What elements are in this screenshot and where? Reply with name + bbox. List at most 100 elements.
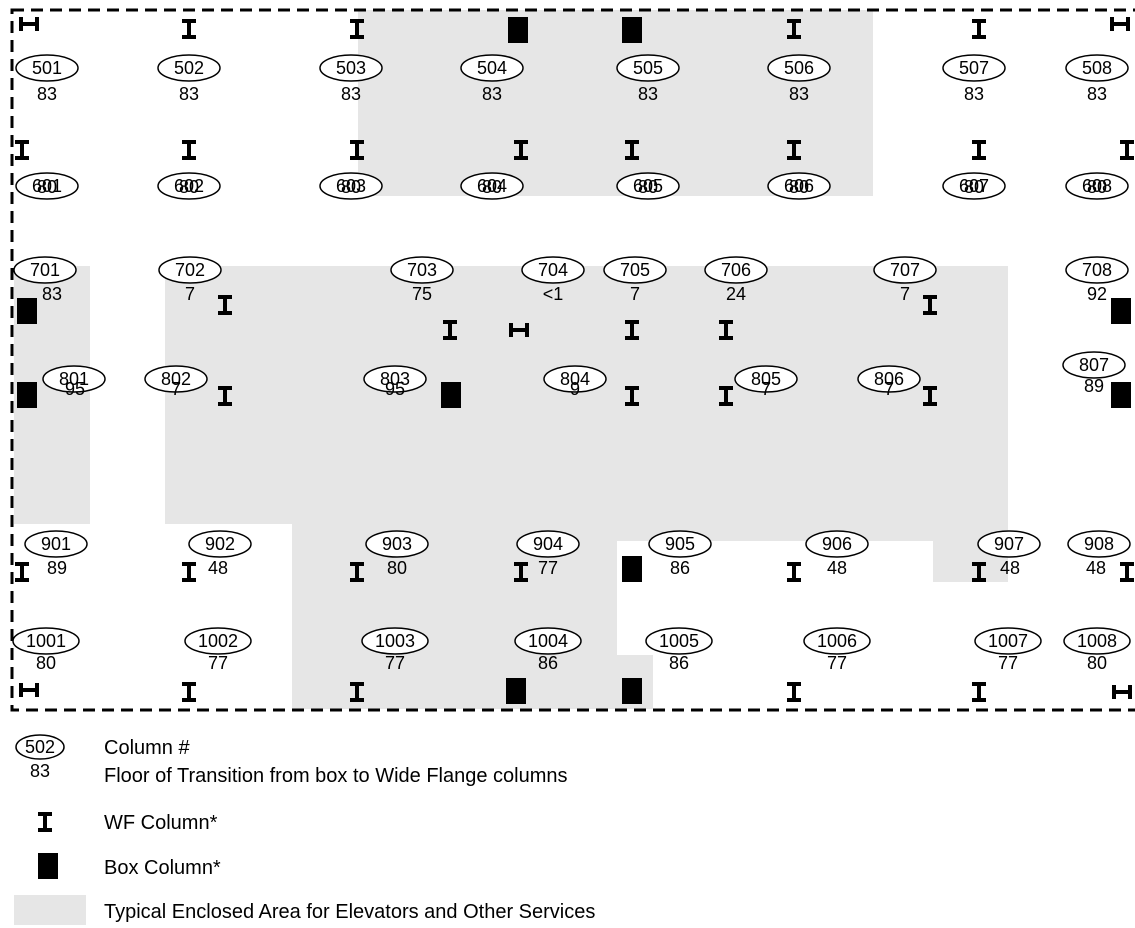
column-number-ellipse	[942, 54, 1006, 82]
column-number-ellipse	[361, 627, 429, 655]
transition-floor: 80	[387, 558, 407, 578]
box-column-icon	[622, 678, 642, 704]
column-number: 906	[822, 534, 852, 554]
column-number-ellipse	[365, 530, 429, 558]
column-number-ellipse	[616, 172, 680, 200]
transition-floor: 48	[1000, 558, 1020, 578]
enclosed-area-core	[165, 266, 1008, 709]
column-number-ellipse	[543, 365, 607, 393]
column-number: 806	[874, 369, 904, 389]
column-number: 507	[959, 58, 989, 78]
column-number-ellipse	[158, 256, 222, 284]
transition-floor: 86	[669, 653, 689, 673]
wf-column-icon	[972, 140, 986, 160]
column-number: 703	[407, 260, 437, 280]
wf-column-rotated-icon	[19, 683, 39, 697]
column-number-ellipse	[42, 365, 106, 393]
column-number-ellipse	[942, 172, 1006, 200]
column-number-ellipse	[514, 627, 582, 655]
column-number-ellipse	[974, 627, 1042, 655]
box-column-icon	[622, 556, 642, 582]
column-number: 908	[1084, 534, 1114, 554]
transition-floor: 83	[1087, 84, 1107, 104]
wf-column-icon	[787, 682, 801, 702]
transition-floor: 7	[185, 284, 195, 304]
column-number: 907	[994, 534, 1024, 554]
column-number-ellipse	[363, 365, 427, 393]
column-number-ellipse	[15, 54, 79, 82]
column-number: 802	[161, 369, 191, 389]
transition-floor: 83	[341, 84, 361, 104]
column-symbols	[15, 17, 1134, 704]
column-number-ellipse	[645, 627, 713, 655]
transition-floor: <1	[543, 284, 564, 304]
column-number: 508	[1082, 58, 1112, 78]
column-number: 701	[30, 260, 60, 280]
transition-floor: 89	[47, 558, 67, 578]
column-number: 704	[538, 260, 568, 280]
box-column-icon	[1111, 298, 1131, 324]
transition-floor: 7	[171, 379, 181, 399]
transition-floor: 80	[638, 177, 658, 197]
transition-floor: 83	[179, 84, 199, 104]
column-number-ellipse	[184, 627, 252, 655]
column-number-ellipse	[157, 54, 221, 82]
column-number-ellipse	[13, 256, 77, 284]
column-number-ellipse	[521, 256, 585, 284]
column-number: 505	[633, 58, 663, 78]
column-number: 606	[784, 176, 814, 196]
column-number-ellipse	[648, 530, 712, 558]
column-number-ellipse	[24, 530, 88, 558]
box-column-icon	[508, 17, 528, 43]
column-number: 905	[665, 534, 695, 554]
legend-wf-label: WF Column*	[104, 812, 218, 834]
column-number: 608	[1082, 176, 1112, 196]
legend-area-swatch	[14, 895, 86, 925]
transition-floor: 83	[638, 84, 658, 104]
transition-floor: 80	[37, 177, 57, 197]
box-column-icon	[1111, 382, 1131, 408]
column-number: 702	[175, 260, 205, 280]
transition-floor: 48	[827, 558, 847, 578]
column-number: 1003	[375, 631, 415, 651]
column-number-ellipse	[1065, 172, 1129, 200]
wf-column-icon	[1120, 562, 1134, 582]
transition-floor: 80	[964, 177, 984, 197]
column-number-ellipse	[734, 365, 798, 393]
column-label-704: 704<1	[521, 256, 585, 304]
column-number: 1005	[659, 631, 699, 651]
transition-floor: 92	[1087, 284, 1107, 304]
transition-floor: 9	[570, 379, 580, 399]
transition-floor: 80	[1087, 653, 1107, 673]
column-number: 1006	[817, 631, 857, 651]
transition-floor: 75	[412, 284, 432, 304]
column-number: 603	[336, 176, 366, 196]
wf-column-icon	[15, 140, 29, 160]
box-column-icon	[17, 298, 37, 324]
column-number-ellipse	[157, 172, 221, 200]
column-labels: 5018350283503835048350583506835078350883…	[12, 54, 1131, 673]
legend-area-label: Typical Enclosed Area for Elevators and …	[104, 901, 595, 923]
column-number-ellipse	[603, 256, 667, 284]
legend: 502 83 Column # Floor of Transition from…	[14, 734, 595, 925]
column-number: 706	[721, 260, 751, 280]
transition-floor: 77	[538, 558, 558, 578]
column-number: 708	[1082, 260, 1112, 280]
